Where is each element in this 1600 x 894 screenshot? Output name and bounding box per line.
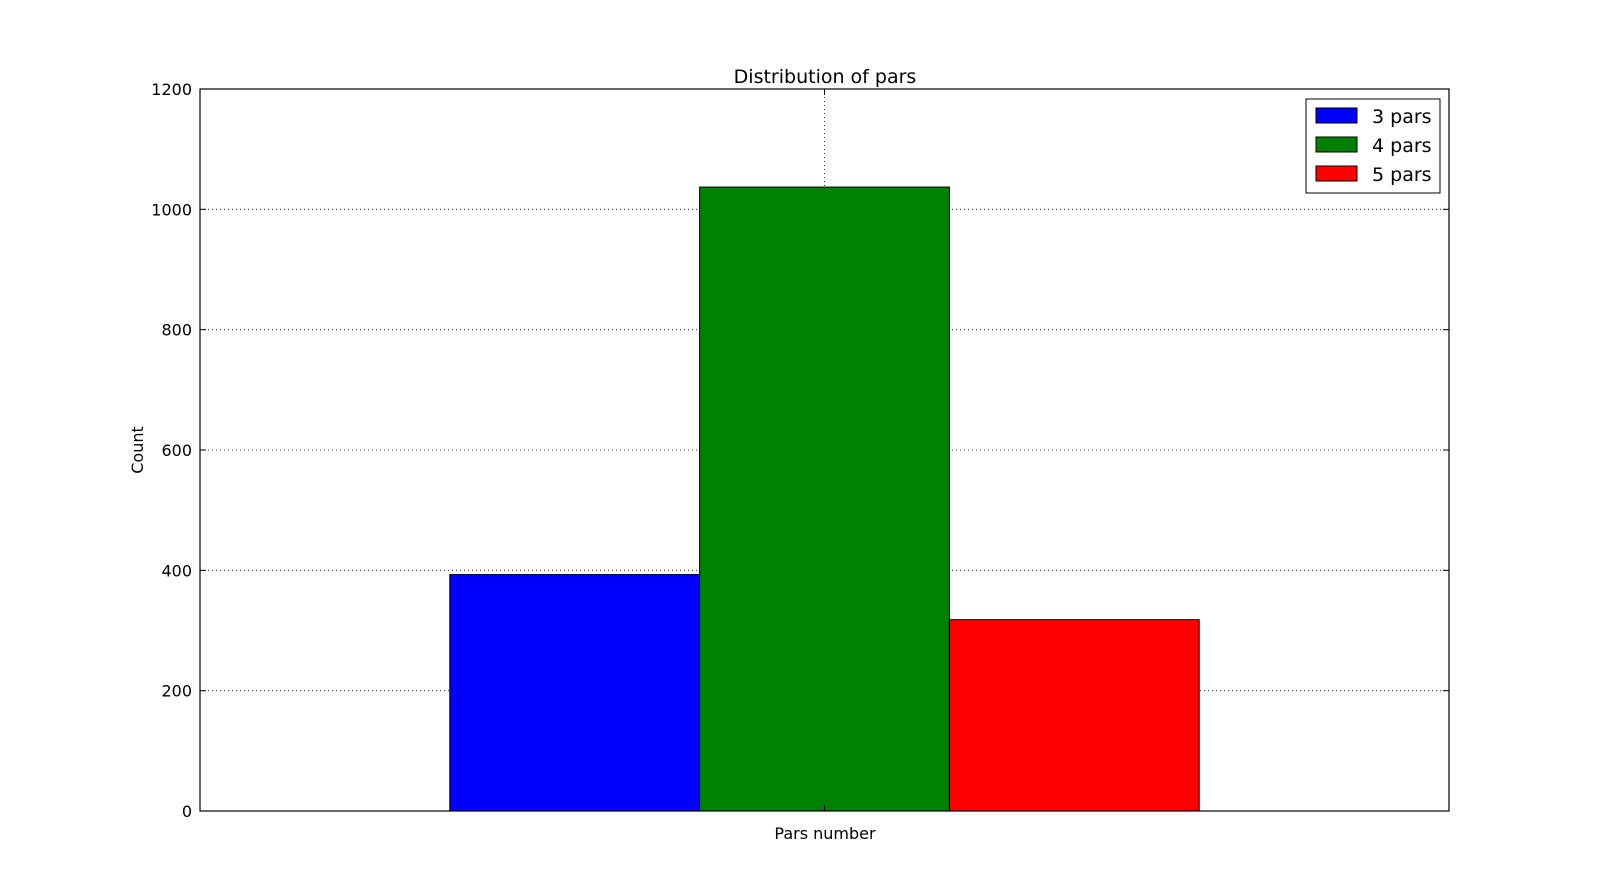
legend: 3 pars 4 pars 5 pars [1305, 98, 1441, 194]
bar-3-pars [449, 574, 701, 812]
y-axis-title: Count [128, 426, 147, 474]
y-tick-label: 800 [161, 321, 192, 340]
y-tick-label: 1000 [151, 200, 192, 219]
legend-label: 4 pars [1372, 135, 1432, 157]
bar-4-pars [699, 186, 950, 812]
legend-label: 5 pars [1372, 164, 1432, 186]
legend-label: 3 pars [1372, 106, 1432, 128]
bars [449, 186, 1200, 812]
y-tick-label: 0 [182, 802, 192, 821]
y-axis-ticks: 0 200 400 600 800 1000 1200 [151, 80, 1449, 821]
y-tick-label: 200 [161, 682, 192, 701]
legend-swatch [1315, 165, 1358, 182]
x-axis-title: Pars number [774, 824, 876, 843]
legend-swatch [1315, 136, 1358, 153]
legend-swatch [1315, 107, 1358, 124]
bar-5-pars [948, 619, 1200, 812]
y-tick-label: 400 [161, 561, 192, 580]
chart-title: Distribution of pars [734, 66, 917, 88]
y-tick-label: 600 [161, 441, 192, 460]
y-tick-label: 1200 [151, 80, 192, 99]
